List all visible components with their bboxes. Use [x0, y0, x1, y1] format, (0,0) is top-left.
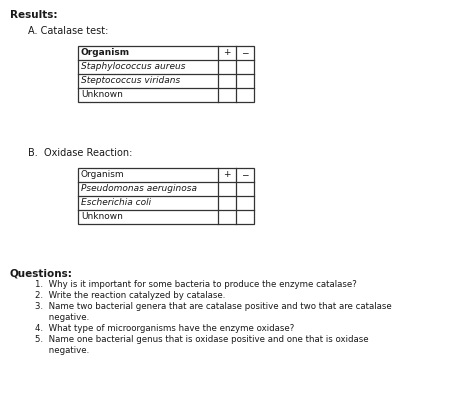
Text: +: + [223, 48, 231, 57]
Bar [78, 46, 254, 102]
Text: negative.: negative. [35, 313, 89, 322]
Text: Unknown: Unknown [81, 90, 123, 99]
Text: negative.: negative. [35, 346, 89, 355]
Text: −: − [241, 170, 249, 179]
Text: −: − [241, 48, 249, 57]
Text: Pseudomonas aeruginosa: Pseudomonas aeruginosa [81, 184, 197, 193]
Text: Unknown: Unknown [81, 212, 123, 221]
Text: +: + [223, 170, 231, 179]
Text: Organism: Organism [81, 48, 130, 57]
Text: Results:: Results: [10, 10, 57, 20]
Text: Staphylococcus aureus: Staphylococcus aureus [81, 62, 185, 71]
Text: Escherichia coli: Escherichia coli [81, 198, 151, 207]
Text: A. Catalase test:: A. Catalase test: [28, 26, 109, 36]
Text: Organism: Organism [81, 170, 125, 179]
Text: 3.  Name two bacterial genera that are catalase positive and two that are catala: 3. Name two bacterial genera that are ca… [35, 302, 392, 311]
Bar [78, 168, 254, 224]
Text: 2.  Write the reaction catalyzed by catalase.: 2. Write the reaction catalyzed by catal… [35, 291, 225, 300]
Text: B.  Oxidase Reaction:: B. Oxidase Reaction: [28, 148, 132, 158]
Text: 4.  What type of microorganisms have the enzyme oxidase?: 4. What type of microorganisms have the … [35, 324, 294, 333]
Text: 5.  Name one bacterial genus that is oxidase positive and one that is oxidase: 5. Name one bacterial genus that is oxid… [35, 335, 369, 344]
Text: Questions:: Questions: [10, 268, 73, 278]
Text: Steptococcus viridans: Steptococcus viridans [81, 76, 180, 85]
Text: 1.  Why is it important for some bacteria to produce the enzyme catalase?: 1. Why is it important for some bacteria… [35, 280, 357, 289]
